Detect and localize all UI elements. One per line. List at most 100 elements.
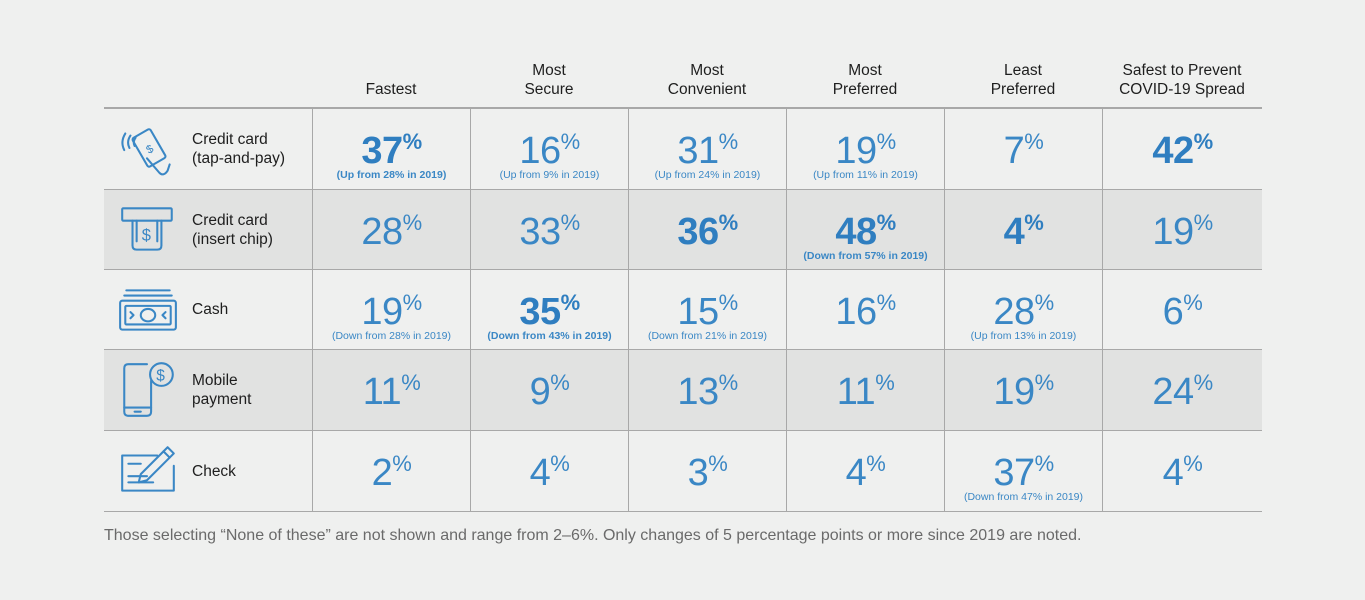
percent-value: 37% bbox=[945, 444, 1102, 493]
value-number: 11 bbox=[836, 371, 876, 413]
percent-value: 6% bbox=[1103, 283, 1262, 332]
payment-preference-table: Fastest Most Secure Most Convenient Most Pr… bbox=[104, 54, 1262, 512]
table-cell: 24% bbox=[1102, 350, 1262, 431]
table-cell: 16% bbox=[786, 270, 944, 350]
percent-value: 35% bbox=[471, 283, 628, 332]
row-label: $ Credit card (insert chip) bbox=[104, 190, 312, 270]
change-note: (Up from 28% in 2019) bbox=[336, 169, 447, 181]
contactless-card-icon: $ bbox=[104, 119, 192, 179]
value-number: 42 bbox=[1152, 130, 1194, 172]
column-header: Fastest bbox=[312, 54, 470, 109]
table-cell: 28% (Up from 13% in 2019) bbox=[944, 270, 1102, 350]
percent-value: 19% bbox=[787, 122, 944, 171]
payment-method-label: Credit card (insert chip) bbox=[192, 211, 273, 248]
row-label: $ Credit card (tap-and-pay) bbox=[104, 109, 312, 190]
change-note: (Up from 13% in 2019) bbox=[970, 330, 1077, 342]
table-cell: 4% bbox=[470, 431, 628, 512]
value-number: 31 bbox=[677, 130, 719, 172]
check-icon bbox=[104, 441, 192, 501]
percent-sign: % bbox=[402, 290, 423, 315]
percent-sign: % bbox=[876, 129, 897, 154]
percent-value: 16% bbox=[471, 122, 628, 171]
percent-sign: % bbox=[401, 370, 421, 395]
value-number: 3 bbox=[687, 452, 709, 494]
column-header: Least Preferred bbox=[944, 54, 1102, 109]
table-cell: 19% bbox=[1102, 190, 1262, 270]
percent-value: 4% bbox=[1103, 444, 1262, 493]
table-cell: 37% (Down from 47% in 2019) bbox=[944, 431, 1102, 512]
cash-icon bbox=[104, 280, 192, 340]
value-number: 11 bbox=[362, 371, 402, 413]
column-header: Most Preferred bbox=[786, 54, 944, 109]
svg-text:$: $ bbox=[142, 226, 151, 244]
svg-text:$: $ bbox=[156, 368, 165, 385]
table-cell: 2% bbox=[312, 431, 470, 512]
table-cell: 11% bbox=[312, 350, 470, 431]
value-number: 35 bbox=[519, 291, 561, 333]
percent-value: 48% bbox=[787, 203, 944, 252]
percent-sign: % bbox=[402, 129, 423, 154]
percent-value: 4% bbox=[945, 203, 1102, 252]
percent-sign: % bbox=[560, 210, 581, 235]
percent-sign: % bbox=[1034, 451, 1055, 476]
table-cell: 11% bbox=[786, 350, 944, 431]
value-number: 37 bbox=[993, 452, 1035, 494]
value-number: 19 bbox=[1152, 211, 1194, 253]
change-note: (Down from 43% in 2019) bbox=[487, 330, 612, 342]
value-number: 13 bbox=[677, 371, 719, 413]
change-note: (Down from 57% in 2019) bbox=[803, 250, 928, 262]
value-number: 16 bbox=[835, 291, 877, 333]
table-cell: 31% (Up from 24% in 2019) bbox=[628, 109, 786, 190]
table-cell: 37% (Up from 28% in 2019) bbox=[312, 109, 470, 190]
table-cell: 15% (Down from 21% in 2019) bbox=[628, 270, 786, 350]
percent-value: 11% bbox=[787, 363, 944, 412]
percent-value: 33% bbox=[471, 203, 628, 252]
percent-value: 4% bbox=[471, 444, 628, 493]
percent-value: 15% bbox=[629, 283, 786, 332]
table-cell: 13% bbox=[628, 350, 786, 431]
payment-method-label: Credit card (tap-and-pay) bbox=[192, 131, 286, 167]
percent-value: 7% bbox=[945, 122, 1102, 171]
percent-value: 11% bbox=[313, 363, 470, 412]
header-corner bbox=[104, 54, 312, 109]
table-cell: 4% bbox=[786, 431, 944, 512]
percent-value: 9% bbox=[471, 363, 628, 412]
percent-value: 36% bbox=[629, 203, 786, 252]
table-cell: 19% (Down from 28% in 2019) bbox=[312, 270, 470, 350]
percent-sign: % bbox=[1193, 370, 1214, 395]
percent-sign: % bbox=[718, 290, 739, 315]
value-number: 19 bbox=[361, 291, 403, 333]
percent-value: 4% bbox=[787, 444, 944, 493]
table-cell: 7% bbox=[944, 109, 1102, 190]
table-cell: 48% (Down from 57% in 2019) bbox=[786, 190, 944, 270]
value-number: 6 bbox=[1162, 291, 1184, 333]
value-number: 24 bbox=[1152, 371, 1194, 413]
percent-sign: % bbox=[560, 290, 581, 315]
percent-sign: % bbox=[1034, 370, 1055, 395]
percent-sign: % bbox=[560, 129, 581, 154]
percent-sign: % bbox=[550, 370, 570, 395]
value-number: 16 bbox=[519, 130, 561, 172]
column-header: Safest to Prevent COVID-19 Spread bbox=[1102, 54, 1262, 109]
card-terminal-icon: $ bbox=[104, 200, 192, 260]
table-cell: 19% (Up from 11% in 2019) bbox=[786, 109, 944, 190]
change-note: (Down from 28% in 2019) bbox=[331, 330, 452, 342]
value-number: 48 bbox=[835, 211, 877, 253]
mobile-payment-icon: $ bbox=[104, 360, 192, 420]
value-number: 19 bbox=[993, 371, 1035, 413]
value-number: 4 bbox=[529, 452, 551, 494]
value-number: 28 bbox=[361, 211, 403, 253]
percent-value: 24% bbox=[1103, 363, 1262, 412]
percent-value: 42% bbox=[1103, 122, 1262, 171]
table-cell: 4% bbox=[944, 190, 1102, 270]
value-number: 4 bbox=[1162, 452, 1184, 494]
payment-method-label: Cash bbox=[192, 301, 229, 318]
table-cell: 16% (Up from 9% in 2019) bbox=[470, 109, 628, 190]
percent-sign: % bbox=[1024, 129, 1044, 154]
percent-value: 28% bbox=[945, 283, 1102, 332]
percent-sign: % bbox=[718, 210, 739, 235]
percent-sign: % bbox=[1193, 129, 1214, 154]
table-cell: 19% bbox=[944, 350, 1102, 431]
table-cell: 42% bbox=[1102, 109, 1262, 190]
value-number: 19 bbox=[835, 130, 877, 172]
